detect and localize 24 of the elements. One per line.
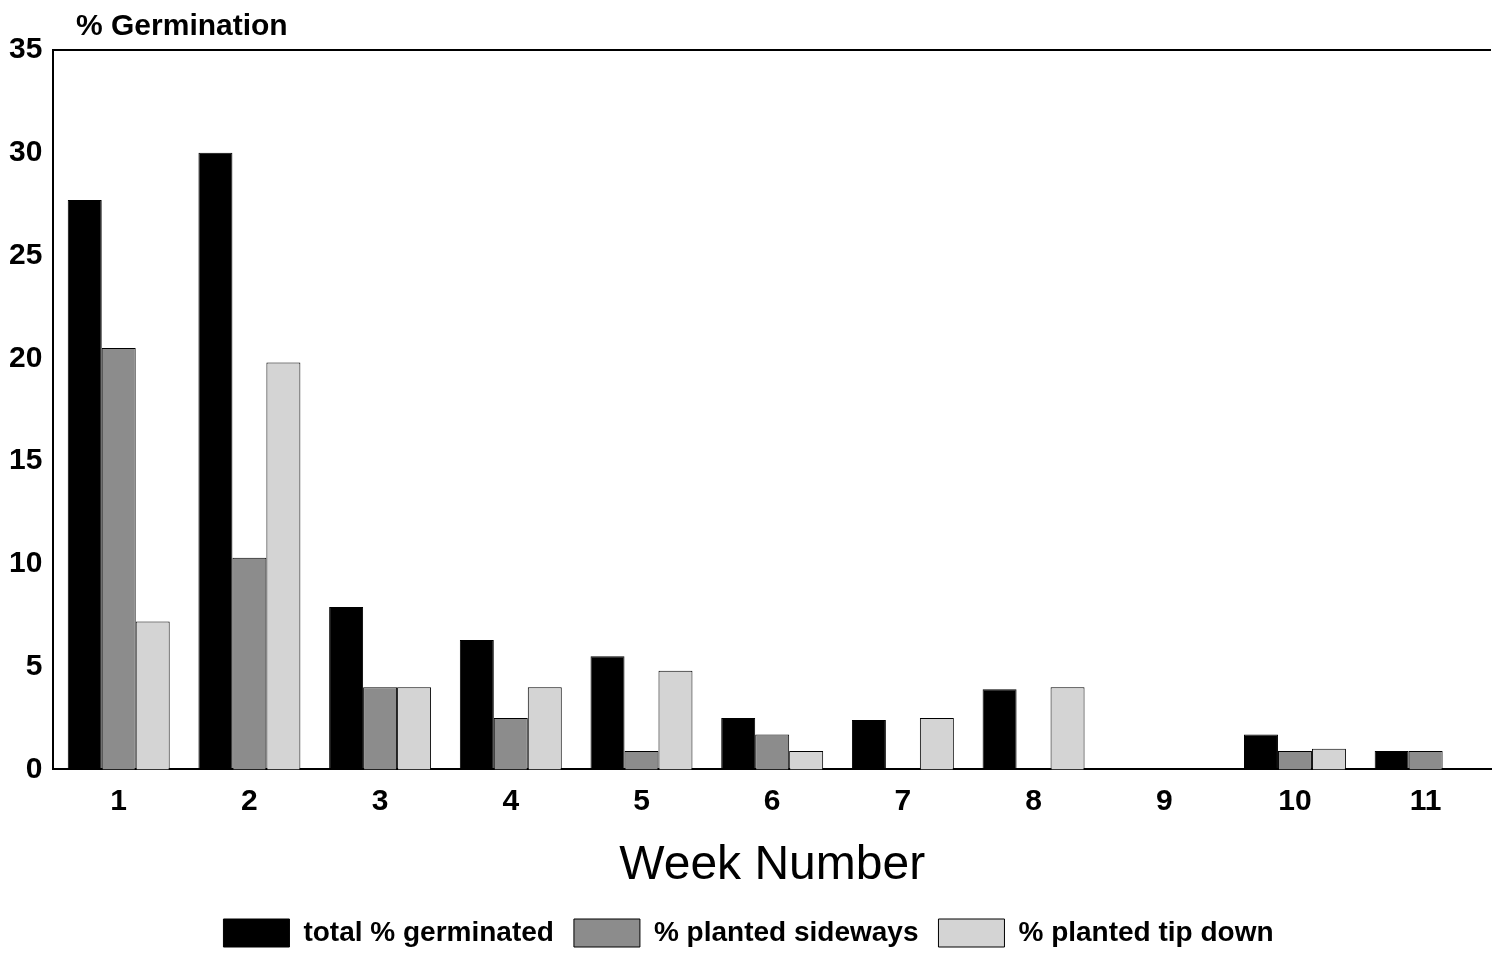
x-tick-label: 5 [633,782,650,816]
x-tick-label: 1 [110,782,128,816]
x-tick-label: 9 [1155,782,1173,816]
y-tick-label: 10 [8,545,43,579]
x-axis-title: Week Number [619,836,926,890]
y-tick-label: 35 [8,31,43,65]
y-axis-title: % Germination [76,8,288,42]
legend-label: % planted tip down [1018,915,1274,947]
y-tick-label: 15 [8,442,43,476]
y-tick-label: 30 [8,134,43,168]
legend-label: % planted sideways [653,915,919,947]
x-tick-label: 4 [502,782,520,816]
x-tick-label: 8 [1025,782,1042,816]
y-tick-label: 25 [8,236,43,270]
y-tick-label: 0 [25,750,43,784]
x-tick-label: 11 [1409,782,1442,816]
x-tick-label: 6 [763,782,781,816]
x-tick-label: 2 [241,782,258,816]
x-tick-label: 7 [894,782,912,816]
legend-label: total % germinated [303,915,554,947]
x-tick-label: 10 [1278,782,1312,816]
x-tick-label: 3 [371,782,389,816]
y-tick-label: 20 [8,339,43,373]
y-tick-label: 5 [25,647,43,681]
